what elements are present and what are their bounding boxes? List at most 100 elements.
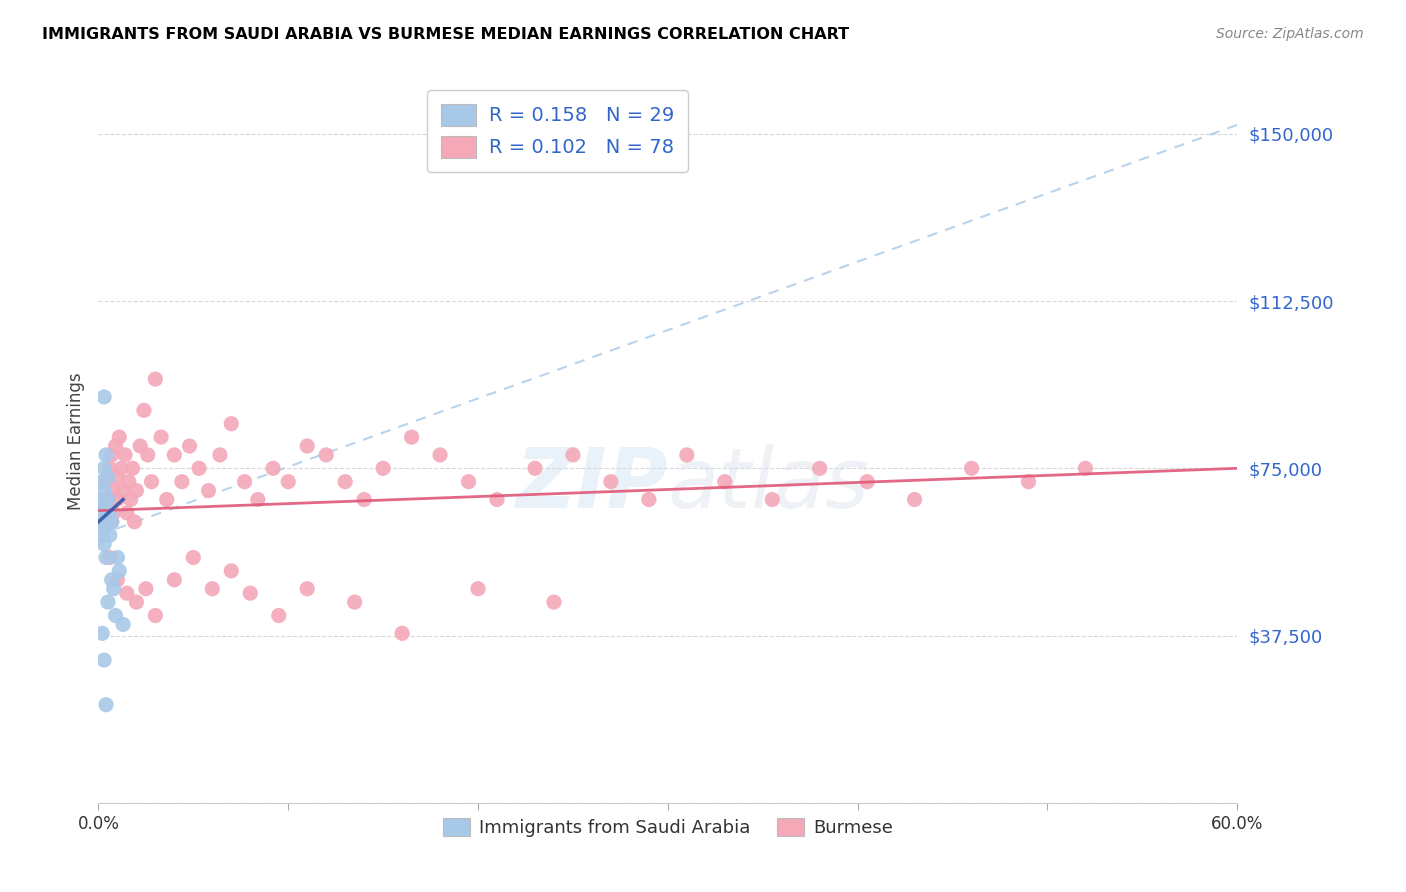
Point	[103, 506, 125, 520]
Point	[179, 439, 201, 453]
Point	[107, 492, 129, 507]
Point	[100, 448, 122, 462]
Point	[904, 492, 927, 507]
Point	[297, 582, 319, 596]
Point	[401, 430, 423, 444]
Point	[112, 483, 135, 498]
Point	[91, 626, 114, 640]
Point	[562, 448, 585, 462]
Point	[315, 448, 337, 462]
Point	[761, 492, 783, 507]
Point	[124, 515, 146, 529]
Point	[277, 475, 299, 489]
Point	[239, 586, 262, 600]
Y-axis label: Median Earnings: Median Earnings	[66, 373, 84, 510]
Point	[110, 461, 132, 475]
Point	[343, 595, 366, 609]
Point	[120, 492, 142, 507]
Point	[163, 448, 186, 462]
Point	[125, 595, 148, 609]
Point	[89, 492, 111, 507]
Point	[100, 515, 122, 529]
Point	[104, 608, 127, 623]
Point	[94, 519, 117, 533]
Point	[97, 470, 120, 484]
Point	[91, 528, 114, 542]
Legend: Immigrants from Saudi Arabia, Burmese: Immigrants from Saudi Arabia, Burmese	[436, 811, 900, 845]
Point	[808, 461, 831, 475]
Point	[467, 582, 489, 596]
Point	[262, 461, 284, 475]
Point	[197, 483, 219, 498]
Point	[98, 461, 121, 475]
Point	[104, 439, 127, 453]
Point	[1074, 461, 1097, 475]
Point	[208, 448, 231, 462]
Point	[246, 492, 269, 507]
Text: IMMIGRANTS FROM SAUDI ARABIA VS BURMESE MEDIAN EARNINGS CORRELATION CHART: IMMIGRANTS FROM SAUDI ARABIA VS BURMESE …	[42, 27, 849, 42]
Point	[201, 582, 224, 596]
Point	[129, 439, 152, 453]
Point	[135, 582, 157, 596]
Point	[93, 537, 115, 551]
Point	[156, 492, 179, 507]
Point	[429, 448, 451, 462]
Point	[93, 653, 115, 667]
Point	[91, 506, 114, 520]
Point	[141, 475, 163, 489]
Point	[391, 626, 413, 640]
Point	[638, 492, 661, 507]
Point	[100, 515, 122, 529]
Text: ZIP: ZIP	[515, 444, 668, 525]
Point	[103, 483, 125, 498]
Point	[125, 483, 148, 498]
Point	[94, 448, 117, 462]
Point	[267, 608, 290, 623]
Point	[100, 573, 122, 587]
Point	[89, 515, 111, 529]
Text: atlas: atlas	[668, 444, 869, 525]
Point	[163, 573, 186, 587]
Point	[188, 461, 211, 475]
Point	[98, 506, 121, 520]
Point	[97, 492, 120, 507]
Point	[183, 550, 205, 565]
Point	[121, 461, 143, 475]
Point	[353, 492, 375, 507]
Point	[600, 475, 623, 489]
Point	[297, 439, 319, 453]
Point	[114, 448, 136, 462]
Point	[98, 528, 121, 542]
Point	[136, 448, 159, 462]
Point	[486, 492, 509, 507]
Point	[132, 403, 155, 417]
Point	[714, 475, 737, 489]
Point	[112, 617, 135, 632]
Point	[115, 506, 138, 520]
Point	[221, 564, 243, 578]
Point	[543, 595, 565, 609]
Point	[371, 461, 394, 475]
Point	[1018, 475, 1040, 489]
Point	[233, 475, 256, 489]
Point	[960, 461, 983, 475]
Point	[676, 448, 699, 462]
Point	[856, 475, 879, 489]
Point	[107, 470, 129, 484]
Point	[93, 483, 115, 498]
Point	[98, 550, 121, 565]
Point	[145, 608, 167, 623]
Point	[94, 698, 117, 712]
Point	[94, 475, 117, 489]
Point	[107, 573, 129, 587]
Point	[457, 475, 479, 489]
Point	[94, 510, 117, 524]
Point	[150, 430, 173, 444]
Point	[221, 417, 243, 431]
Point	[97, 492, 120, 507]
Point	[108, 430, 131, 444]
Point	[93, 390, 115, 404]
Point	[335, 475, 357, 489]
Point	[107, 550, 129, 565]
Point	[115, 586, 138, 600]
